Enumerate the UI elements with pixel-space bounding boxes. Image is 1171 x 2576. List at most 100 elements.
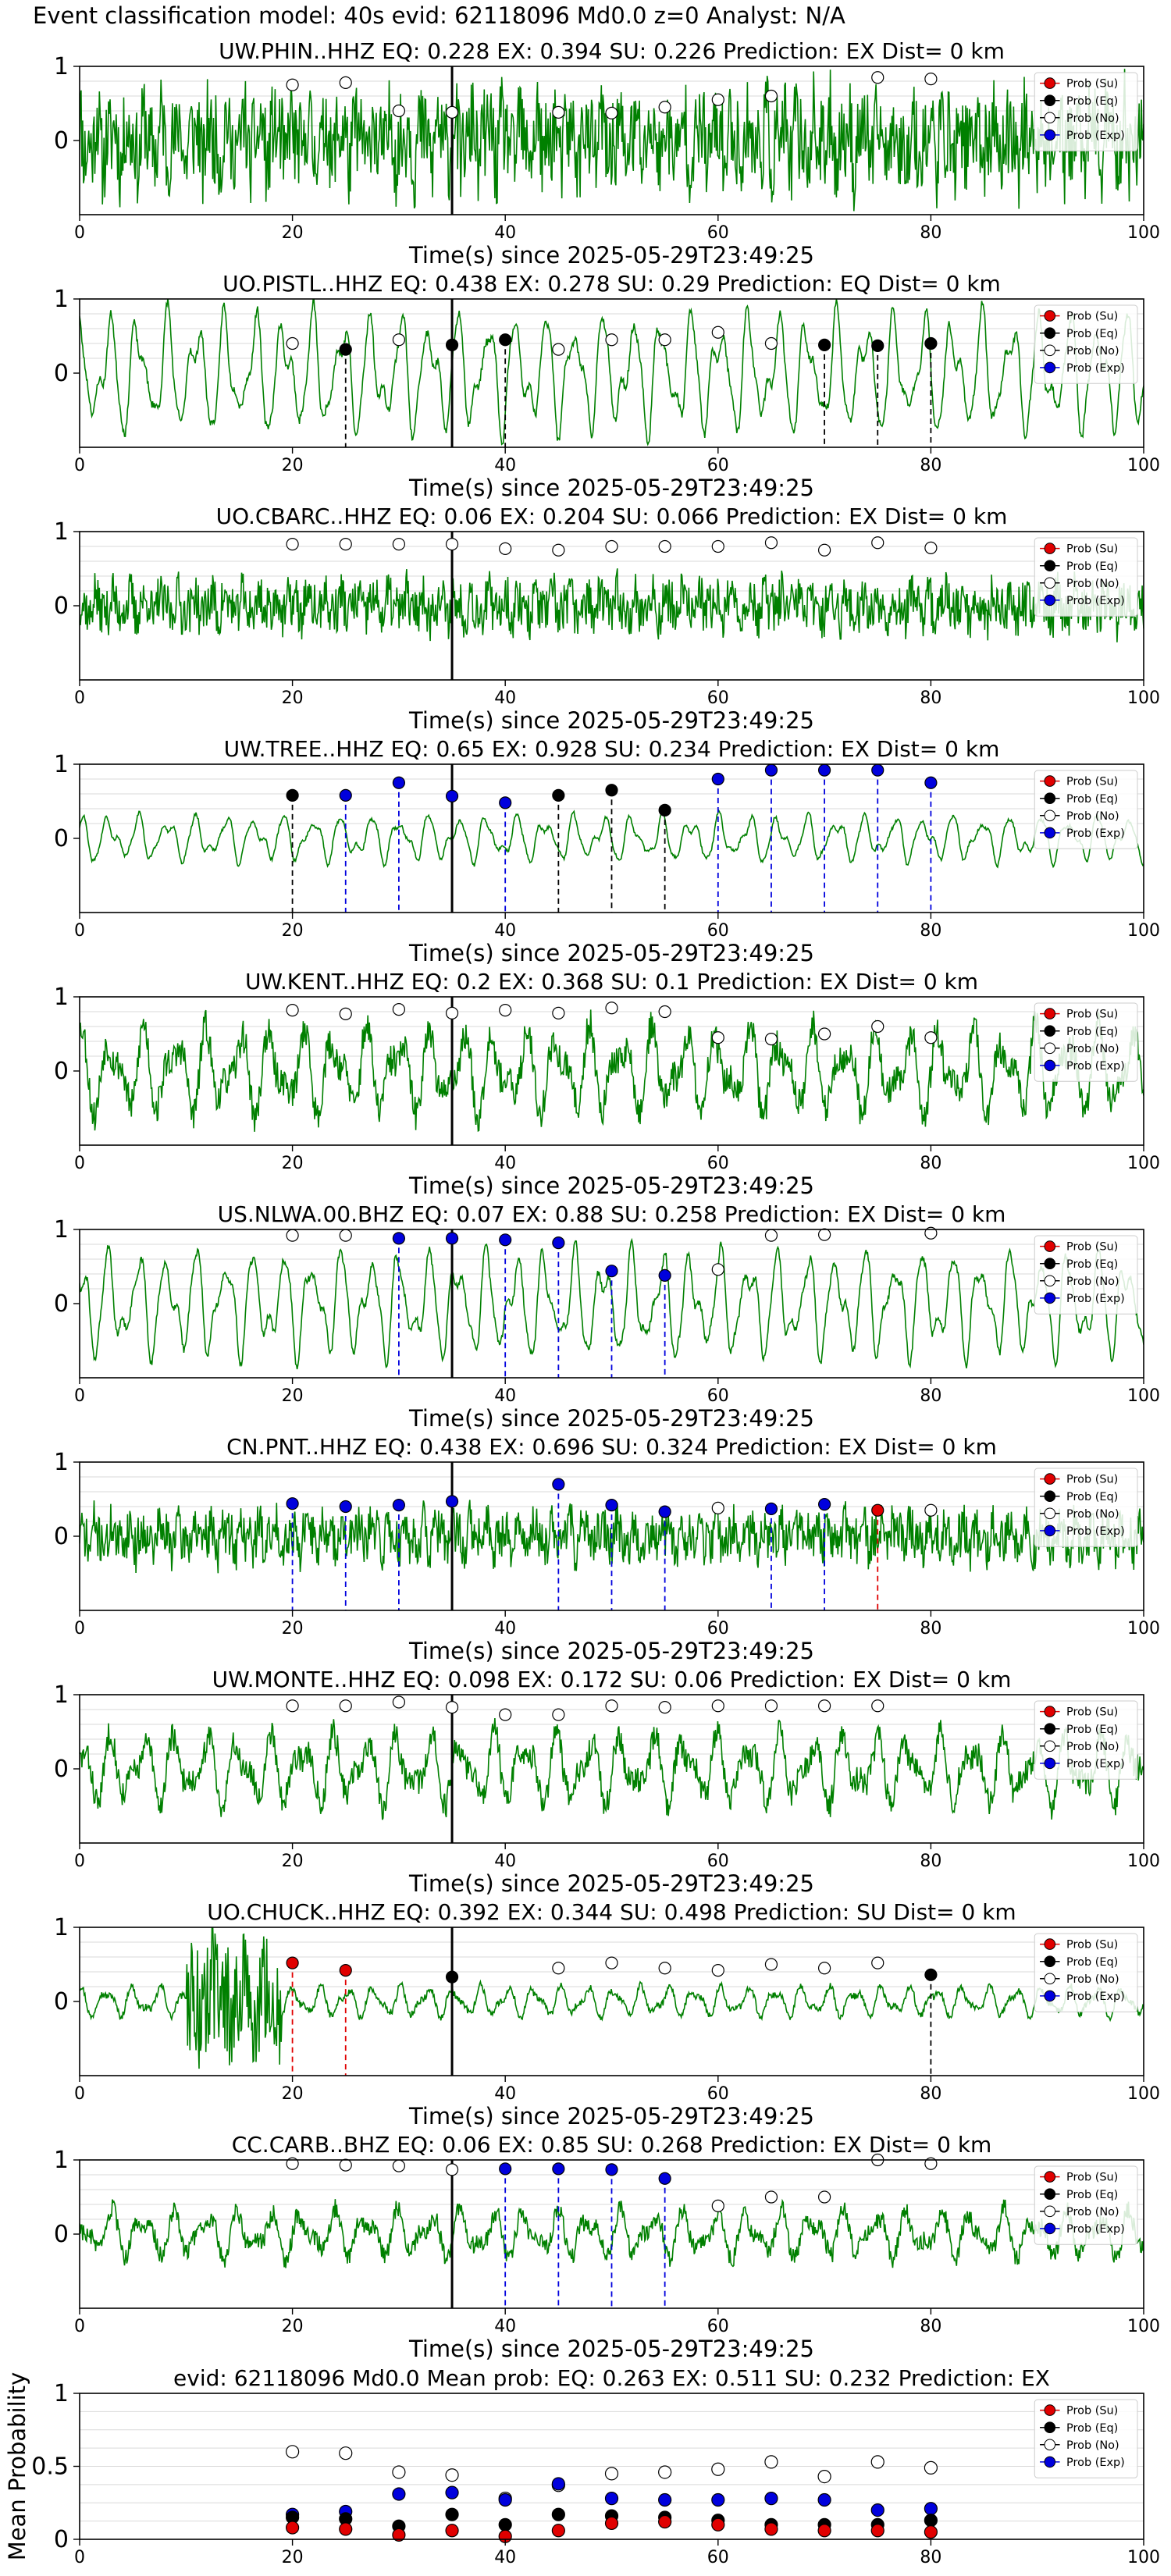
legend-label-eq: Prob (Eq) xyxy=(1066,95,1118,108)
x-tick-label: 40 xyxy=(494,1619,516,1638)
prob-point-no xyxy=(286,1699,299,1713)
legend-label-eq: Prob (Eq) xyxy=(1066,793,1118,806)
mean-prob-point-exp xyxy=(445,2485,459,2500)
legend-marker-no xyxy=(1044,1507,1056,1520)
prob-point-no xyxy=(658,1701,671,1714)
legend-label-exp: Prob (Exp) xyxy=(1066,130,1125,142)
prob-point-no xyxy=(286,538,299,551)
legend-frame xyxy=(1034,1700,1138,1780)
prob-point-no xyxy=(711,326,724,339)
prob-point-no xyxy=(764,89,778,103)
prob-point-no xyxy=(552,343,565,356)
x-tick-label: 80 xyxy=(920,1154,941,1173)
x-tick-label: 0 xyxy=(74,921,85,941)
x-axis-label: Time(s) since 2025-05-29T23:49:25 xyxy=(408,2336,814,2362)
prob-point-exp xyxy=(445,789,459,802)
legend-marker-no xyxy=(1044,1973,1056,1985)
x-tick-label: 80 xyxy=(920,456,941,475)
prob-point-eq xyxy=(499,333,512,347)
prob-point-eq xyxy=(924,1968,938,1981)
legend-marker-exp xyxy=(1044,1757,1056,1770)
prob-point-exp xyxy=(658,1505,671,1518)
mean-prob-point-exp xyxy=(392,2487,406,2501)
mean-prob-point-no xyxy=(870,2455,884,2469)
prob-point-no xyxy=(392,104,405,118)
legend-label-no: Prob (No) xyxy=(1066,112,1119,125)
prob-point-no xyxy=(605,1699,618,1713)
x-axis-label: Time(s) since 2025-05-29T23:49:25 xyxy=(408,1638,814,1664)
y-tick-label: 1 xyxy=(54,1449,69,1476)
legend-frame xyxy=(1034,770,1138,849)
x-tick-label: 80 xyxy=(920,223,941,243)
legend-marker-no xyxy=(1044,112,1056,124)
mean-prob-point-su xyxy=(339,2522,353,2536)
mean-prob-point-exp xyxy=(764,2492,778,2506)
x-tick-label: 20 xyxy=(282,1154,304,1173)
mean-prob-point-no xyxy=(604,2467,619,2481)
prob-point-exp xyxy=(445,1495,459,1508)
x-axis-label: Time(s) since 2025-05-29T23:49:25 xyxy=(408,707,814,734)
prob-point-exp xyxy=(392,1498,405,1512)
panel-1: UO.PISTL..HHZ EQ: 0.438 EX: 0.278 SU: 0.… xyxy=(54,271,1160,501)
y-tick-label: 0 xyxy=(54,1988,69,2016)
prob-point-no xyxy=(764,336,778,350)
mean-prob-point-no xyxy=(764,2455,778,2469)
legend-marker-eq xyxy=(1044,560,1056,572)
waveform-trace xyxy=(80,299,1144,447)
x-tick-label: 80 xyxy=(920,921,941,941)
prob-point-exp xyxy=(499,2162,512,2176)
x-tick-label: 0 xyxy=(74,223,85,243)
mean-prob-point-su xyxy=(658,2514,672,2529)
mean-prob-point-su xyxy=(286,2521,300,2535)
y-tick-label: 0 xyxy=(54,1290,69,1318)
mean-prob-point-no xyxy=(392,2465,406,2479)
x-tick-label: 100 xyxy=(1127,2084,1160,2104)
legend-marker-su xyxy=(1044,310,1056,322)
panel-7: UW.MONTE..HHZ EQ: 0.098 EX: 0.172 SU: 0.… xyxy=(54,1667,1160,1897)
prob-point-no xyxy=(817,1962,831,1975)
prob-point-no xyxy=(286,78,299,91)
panel-6: CN.PNT..HHZ EQ: 0.438 EX: 0.696 SU: 0.32… xyxy=(54,1434,1160,1664)
legend-label-no: Prob (No) xyxy=(1066,2439,1119,2452)
prob-point-no xyxy=(499,542,512,555)
legend-marker-eq xyxy=(1044,94,1056,106)
legend-marker-su xyxy=(1044,77,1056,89)
y-tick-label: 0 xyxy=(54,825,69,852)
x-tick-label: 0 xyxy=(74,688,85,708)
legend-label-exp: Prob (Exp) xyxy=(1066,1991,1125,2003)
x-tick-label: 60 xyxy=(707,223,729,243)
legend-label-exp: Prob (Exp) xyxy=(1066,1293,1125,1305)
y-tick-label: 0 xyxy=(54,1756,69,1783)
prob-point-eq xyxy=(871,339,884,352)
panel-5: US.NLWA.00.BHZ EQ: 0.07 EX: 0.88 SU: 0.2… xyxy=(54,1201,1160,1432)
x-tick-label: 80 xyxy=(920,1852,941,1871)
y-tick-label: 1 xyxy=(54,2380,69,2407)
x-axis-label: Time(s) since 2025-05-29T23:49:25 xyxy=(408,1172,814,1199)
x-tick-label: 0 xyxy=(74,2548,85,2567)
prob-point-no xyxy=(764,1033,778,1046)
panel-title: UW.KENT..HHZ EQ: 0.2 EX: 0.368 SU: 0.1 P… xyxy=(245,969,978,994)
prob-point-no xyxy=(552,1006,565,1020)
prob-point-exp xyxy=(764,763,778,777)
legend-frame xyxy=(1034,1468,1138,1547)
y-tick-label: 1 xyxy=(54,2147,69,2174)
x-tick-label: 60 xyxy=(707,2548,729,2567)
prob-point-su xyxy=(339,1964,352,1977)
y-tick-label: 1 xyxy=(54,53,69,80)
prob-point-no xyxy=(392,333,405,347)
legend-label-su: Prob (Su) xyxy=(1066,543,1118,556)
legend-marker-exp xyxy=(1044,1525,1056,1537)
prob-point-eq xyxy=(817,338,831,351)
mean-prob-point-su xyxy=(445,2524,459,2538)
x-tick-label: 20 xyxy=(282,2317,304,2336)
mean-prob-point-su xyxy=(551,2524,565,2538)
legend-label-exp: Prob (Exp) xyxy=(1066,1060,1125,1073)
x-tick-label: 0 xyxy=(74,2084,85,2104)
legend-marker-eq xyxy=(1044,2188,1056,2200)
x-tick-label: 80 xyxy=(920,688,941,708)
legend-label-exp: Prob (Exp) xyxy=(1066,827,1125,840)
legend-label-su: Prob (Su) xyxy=(1066,1939,1118,1952)
mean-prob-point-no xyxy=(339,2446,353,2460)
prob-point-no xyxy=(286,336,299,350)
x-tick-label: 20 xyxy=(282,688,304,708)
